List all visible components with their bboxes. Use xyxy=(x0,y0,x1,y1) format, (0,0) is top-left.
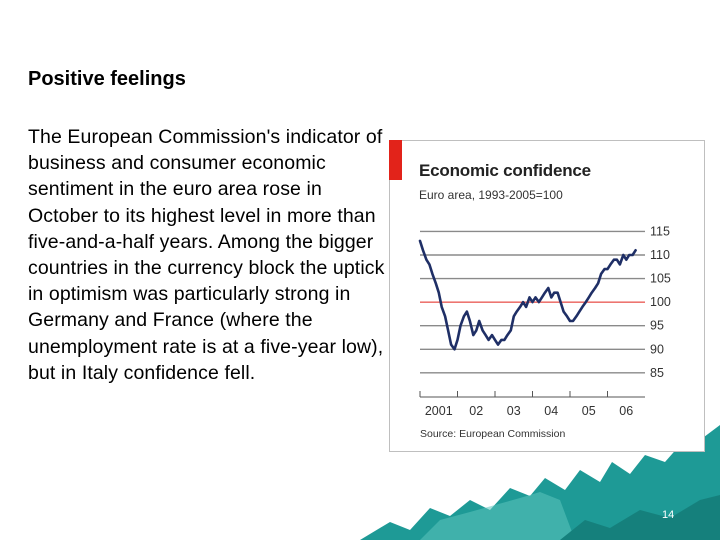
x-tick-label: 04 xyxy=(544,404,558,418)
slide-body-text: The European Commission's indicator of b… xyxy=(28,126,385,384)
x-tick-label: 2001 xyxy=(425,404,453,418)
teal-decor-highlight xyxy=(420,492,575,540)
x-tick-label: 06 xyxy=(619,404,633,418)
teal-decor-wave xyxy=(560,495,720,540)
y-tick-label: 90 xyxy=(650,342,664,356)
chart-frame xyxy=(389,140,705,452)
y-tick-label: 105 xyxy=(650,272,671,286)
x-tick-label: 03 xyxy=(507,404,521,418)
chart-source: Source: European Commission xyxy=(420,428,566,440)
y-tick-label: 110 xyxy=(650,248,670,262)
series-line-0 xyxy=(418,239,637,351)
slide-title: Positive feelings xyxy=(28,68,186,90)
y-tick-label: 95 xyxy=(650,319,664,333)
chart-title: Economic confidence xyxy=(419,161,591,180)
teal-decor-shape xyxy=(360,425,720,540)
y-tick-label: 100 xyxy=(650,295,671,309)
y-tick-label: 85 xyxy=(650,366,664,380)
y-tick-label: 115 xyxy=(650,224,670,238)
chart-accent-tab xyxy=(389,140,402,180)
x-tick-label: 05 xyxy=(582,404,596,418)
chart-subtitle: Euro area, 1993-2005=100 xyxy=(419,188,563,202)
x-tick-label: 02 xyxy=(469,404,483,418)
page-number: 14 xyxy=(662,509,675,521)
